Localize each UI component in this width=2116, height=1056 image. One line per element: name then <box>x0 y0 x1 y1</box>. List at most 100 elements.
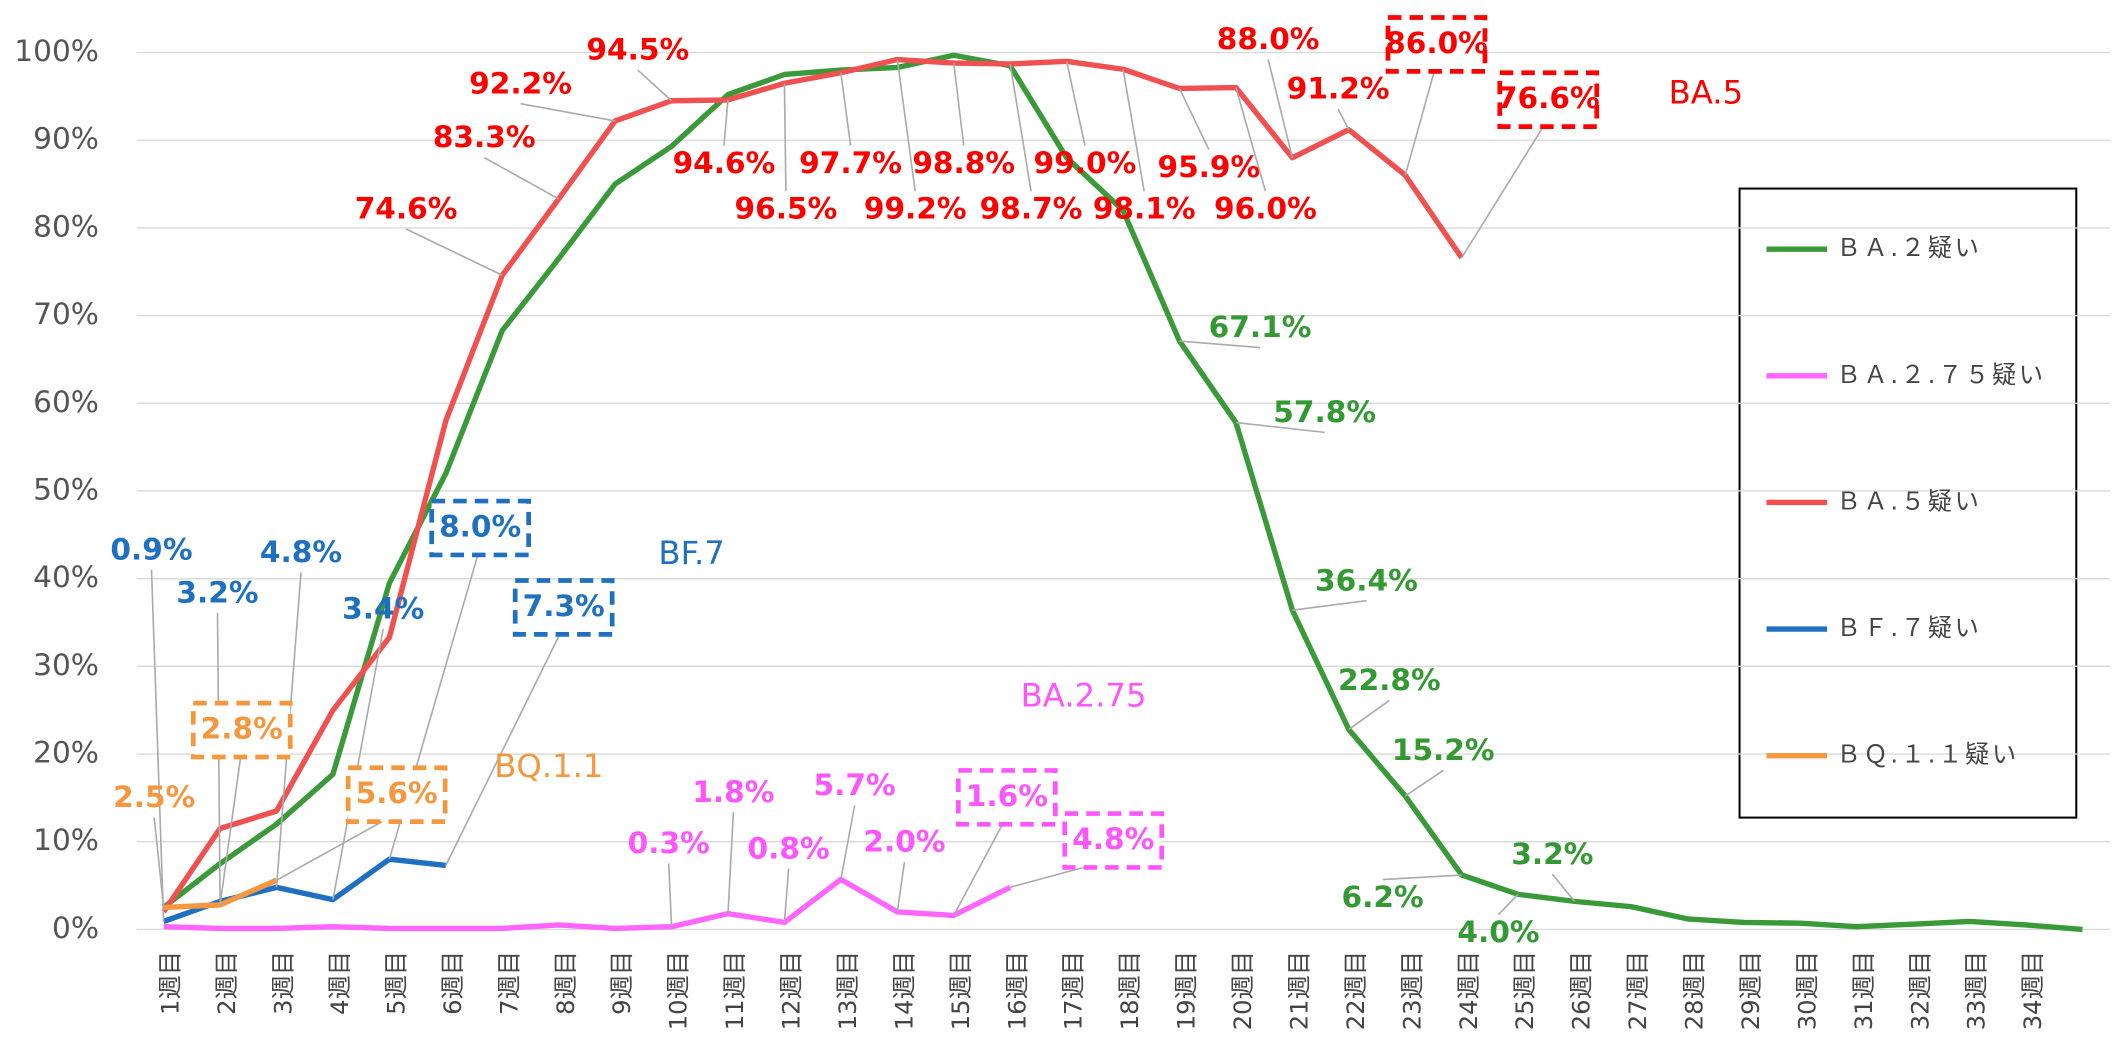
x-tick-label: 26週目 <box>1567 951 1596 1030</box>
data-label: 98.7% <box>980 191 1083 226</box>
x-tick-label: 29週目 <box>1736 951 1765 1030</box>
leader-line <box>637 69 673 102</box>
leader-line <box>1009 63 1032 192</box>
y-tick-label: 0% <box>52 910 99 945</box>
data-label: 95.9% <box>1157 149 1260 184</box>
leader-line <box>1065 61 1086 146</box>
data-label: 3.4% <box>342 591 424 626</box>
data-label: 99.0% <box>1034 145 1137 180</box>
x-tick-label: 3週目 <box>269 951 298 1015</box>
leader-line <box>1122 69 1146 192</box>
series-line <box>161 52 2083 933</box>
leader-line <box>952 62 965 146</box>
data-label: 88.0% <box>1217 21 1320 56</box>
data-label: 92.2% <box>469 65 572 100</box>
leader-line <box>445 625 565 866</box>
x-tick-label: 16週目 <box>1002 951 1031 1030</box>
y-tick-label: 80% <box>33 208 99 243</box>
x-tick-label: 8週目 <box>551 951 580 1015</box>
annotation: BF.7 <box>658 534 724 572</box>
data-label: 67.1% <box>1209 309 1312 344</box>
label-box <box>345 765 448 824</box>
data-label: 99.2% <box>864 191 967 226</box>
data-label: 96.0% <box>1214 191 1317 226</box>
legend-label: ＢＡ.２.７５疑い <box>1837 360 2046 389</box>
data-label: 3.2% <box>1511 836 1593 871</box>
y-tick-label: 50% <box>33 471 99 506</box>
data-label: 5.7% <box>814 767 896 802</box>
x-tick-label: 11週目 <box>720 951 749 1030</box>
data-label: 2.8% <box>201 711 283 746</box>
x-tick-label: 9週目 <box>607 951 636 1015</box>
leader-line <box>896 861 906 912</box>
leader-line <box>953 815 1008 916</box>
y-tick-label: 90% <box>33 121 99 156</box>
x-tick-label: 32週目 <box>1905 951 1934 1030</box>
data-label: 36.4% <box>1315 562 1418 597</box>
x-tick-label: 34週目 <box>2018 951 2047 1030</box>
leader-line <box>1551 873 1576 902</box>
leader-line <box>1292 599 1367 612</box>
data-label: 0.8% <box>748 830 830 865</box>
data-label: 96.5% <box>735 191 838 226</box>
label-box <box>1497 70 1600 129</box>
data-label: 15.2% <box>1392 732 1495 767</box>
leader-line <box>1235 87 1267 192</box>
data-label: 98.1% <box>1093 191 1196 226</box>
x-tick-label: 30週目 <box>1792 951 1821 1030</box>
y-tick-label: 60% <box>33 384 99 419</box>
x-tick-label: 24週目 <box>1454 951 1483 1030</box>
leader-line <box>405 228 503 276</box>
y-tick-label: 100% <box>14 33 99 68</box>
x-tick-label: 2週目 <box>212 951 241 1015</box>
x-tick-label: 13週目 <box>833 951 862 1030</box>
x-tick-label: 18週目 <box>1115 951 1144 1030</box>
data-label: 4.8% <box>1072 821 1154 856</box>
data-label: 97.7% <box>799 145 902 180</box>
x-tick-label: 12週目 <box>777 951 806 1030</box>
data-label: 1.6% <box>966 778 1048 813</box>
x-tick-label: 27週目 <box>1623 951 1652 1030</box>
annotation: BA.2.75 <box>1021 677 1147 715</box>
x-tick-label: 6週目 <box>438 951 467 1015</box>
leader-line <box>276 812 398 881</box>
label-box <box>1385 15 1488 74</box>
leader-line <box>783 868 790 923</box>
legend-label: ＢＱ.１.１疑い <box>1837 740 2019 769</box>
leader-line <box>1404 63 1438 176</box>
leader-line <box>332 628 384 900</box>
data-label: 76.6% <box>1497 80 1600 115</box>
data-label: 94.6% <box>673 145 776 180</box>
x-tick-label: 10週目 <box>664 951 693 1030</box>
x-tick-label: 5週目 <box>381 951 410 1015</box>
leader-line <box>840 805 856 880</box>
y-tick-label: 20% <box>33 735 99 770</box>
x-tick-label: 19週目 <box>1172 951 1201 1030</box>
x-tick-label: 25週目 <box>1510 951 1539 1030</box>
y-tick-label: 10% <box>33 822 99 857</box>
leader-line <box>520 102 616 122</box>
x-tick-label: 20週目 <box>1228 951 1257 1030</box>
y-tick-label: 30% <box>33 647 99 682</box>
leader-line <box>727 812 735 914</box>
x-tick-label: 28週目 <box>1680 951 1709 1030</box>
label-box <box>190 700 293 760</box>
x-tick-label: 21週目 <box>1284 951 1313 1030</box>
annotation: BQ.1.1 <box>494 747 603 785</box>
data-label: 83.3% <box>433 119 536 154</box>
data-label: 3.2% <box>176 575 258 610</box>
data-label: 22.8% <box>1338 662 1441 697</box>
series-line <box>163 876 1012 932</box>
leader-line <box>896 59 917 192</box>
x-tick-label: 17週目 <box>1059 951 1088 1030</box>
leader-line <box>1179 340 1261 349</box>
label-box <box>955 768 1058 827</box>
legend-label: ＢＡ.５疑い <box>1837 486 1982 515</box>
y-tick-label: 40% <box>33 559 99 594</box>
legend-label: ＢＡ.２疑い <box>1837 233 1982 262</box>
x-tick-label: 4週目 <box>325 951 354 1015</box>
data-label: 1.8% <box>692 774 774 809</box>
x-tick-label: 33週目 <box>1962 951 1991 1030</box>
leader-line <box>1348 699 1390 731</box>
label-box <box>1062 811 1165 870</box>
